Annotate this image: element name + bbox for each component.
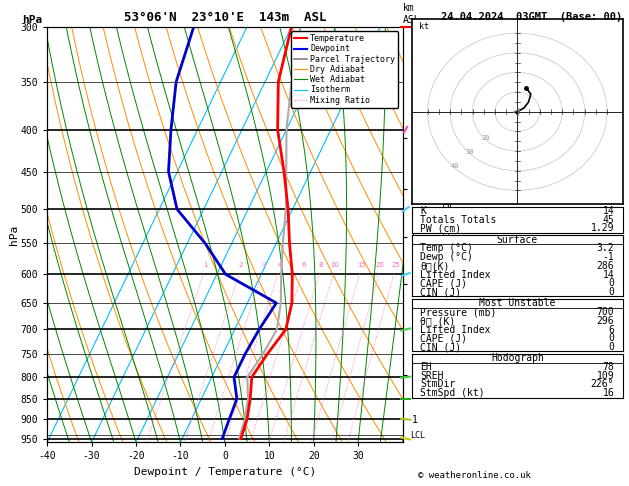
Text: 1.29: 1.29 (591, 224, 615, 233)
Text: Most Unstable: Most Unstable (479, 298, 555, 308)
Text: 226°: 226° (591, 380, 615, 389)
Text: 0: 0 (608, 342, 615, 352)
Text: K: K (420, 206, 426, 216)
Legend: Temperature, Dewpoint, Parcel Trajectory, Dry Adiabat, Wet Adiabat, Isotherm, Mi: Temperature, Dewpoint, Parcel Trajectory… (291, 31, 398, 108)
Text: 40: 40 (450, 163, 459, 169)
Text: CAPE (J): CAPE (J) (420, 278, 467, 288)
Text: Lifted Index: Lifted Index (420, 325, 491, 334)
Text: 700: 700 (597, 307, 615, 317)
Text: -1: -1 (603, 252, 615, 262)
Text: 8: 8 (319, 262, 323, 268)
Title: 53°06'N  23°10'E  143m  ASL: 53°06'N 23°10'E 143m ASL (124, 11, 326, 24)
Text: 10: 10 (331, 262, 340, 268)
Text: 0: 0 (608, 333, 615, 343)
Text: 14: 14 (603, 206, 615, 216)
Y-axis label: Mixing Ratio (g/kg): Mixing Ratio (g/kg) (442, 179, 452, 290)
Text: © weatheronline.co.uk: © weatheronline.co.uk (418, 471, 532, 480)
Text: Pressure (mb): Pressure (mb) (420, 307, 497, 317)
Text: 286: 286 (597, 261, 615, 271)
Text: PW (cm): PW (cm) (420, 224, 462, 233)
Text: StmDir: StmDir (420, 380, 455, 389)
Text: Totals Totals: Totals Totals (420, 215, 497, 225)
Text: 16: 16 (603, 388, 615, 398)
Text: kt: kt (419, 22, 429, 31)
Text: 6: 6 (608, 325, 615, 334)
Text: StmSpd (kt): StmSpd (kt) (420, 388, 485, 398)
Text: 6: 6 (301, 262, 306, 268)
Text: 1: 1 (203, 262, 208, 268)
Text: Temp (°C): Temp (°C) (420, 243, 473, 253)
Text: CAPE (J): CAPE (J) (420, 333, 467, 343)
Text: km
ASL: km ASL (403, 3, 420, 25)
Text: θᴇ(K): θᴇ(K) (420, 261, 450, 271)
Text: 0: 0 (608, 278, 615, 288)
Text: Dewp (°C): Dewp (°C) (420, 252, 473, 262)
Text: 45: 45 (603, 215, 615, 225)
Text: Hodograph: Hodograph (491, 353, 544, 363)
Text: 15: 15 (357, 262, 365, 268)
Text: 3.2: 3.2 (597, 243, 615, 253)
X-axis label: Dewpoint / Temperature (°C): Dewpoint / Temperature (°C) (134, 467, 316, 477)
Text: 24.04.2024  03GMT  (Base: 00): 24.04.2024 03GMT (Base: 00) (441, 12, 622, 22)
Text: 78: 78 (603, 362, 615, 372)
Text: 20: 20 (376, 262, 385, 268)
Text: 3: 3 (261, 262, 265, 268)
Text: θᴇ (K): θᴇ (K) (420, 316, 455, 326)
Text: 109: 109 (597, 371, 615, 381)
Text: CIN (J): CIN (J) (420, 342, 462, 352)
Y-axis label: hPa: hPa (9, 225, 19, 244)
Text: 20: 20 (482, 135, 490, 141)
Text: Lifted Index: Lifted Index (420, 270, 491, 279)
Text: SREH: SREH (420, 371, 444, 381)
Text: 30: 30 (466, 149, 474, 155)
Text: 2: 2 (239, 262, 243, 268)
Text: CIN (J): CIN (J) (420, 287, 462, 297)
Text: 14: 14 (603, 270, 615, 279)
Text: LCL: LCL (409, 431, 425, 440)
Text: Surface: Surface (497, 235, 538, 244)
Text: hPa: hPa (22, 15, 43, 25)
Text: 25: 25 (391, 262, 400, 268)
Text: 0: 0 (608, 287, 615, 297)
Text: 4: 4 (277, 262, 282, 268)
Text: 296: 296 (597, 316, 615, 326)
Text: EH: EH (420, 362, 432, 372)
